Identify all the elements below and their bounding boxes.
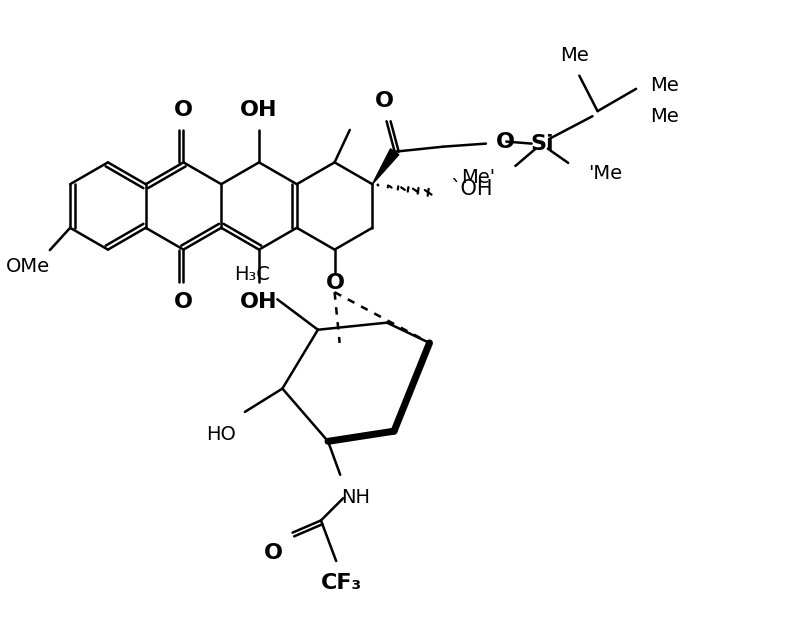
Text: O: O (263, 542, 282, 562)
Text: Me': Me' (461, 168, 495, 187)
Polygon shape (373, 149, 399, 184)
Text: H₃C: H₃C (234, 265, 270, 284)
Text: OH: OH (240, 100, 278, 120)
Text: O: O (375, 91, 394, 111)
Text: Me: Me (650, 107, 679, 126)
Text: O: O (496, 132, 515, 152)
Text: Me: Me (560, 46, 589, 66)
Text: O: O (174, 100, 193, 120)
Text: HO: HO (206, 425, 237, 444)
Text: `OH: `OH (450, 179, 493, 199)
Text: O: O (326, 273, 345, 293)
Text: Si: Si (530, 134, 554, 154)
Text: O: O (174, 292, 193, 312)
Text: OMe: OMe (6, 258, 50, 276)
Text: CF₃: CF₃ (320, 573, 361, 593)
Text: Me: Me (650, 76, 679, 95)
Text: NH: NH (341, 488, 370, 507)
Text: OH: OH (240, 292, 278, 312)
Text: 'Me: 'Me (589, 164, 623, 182)
